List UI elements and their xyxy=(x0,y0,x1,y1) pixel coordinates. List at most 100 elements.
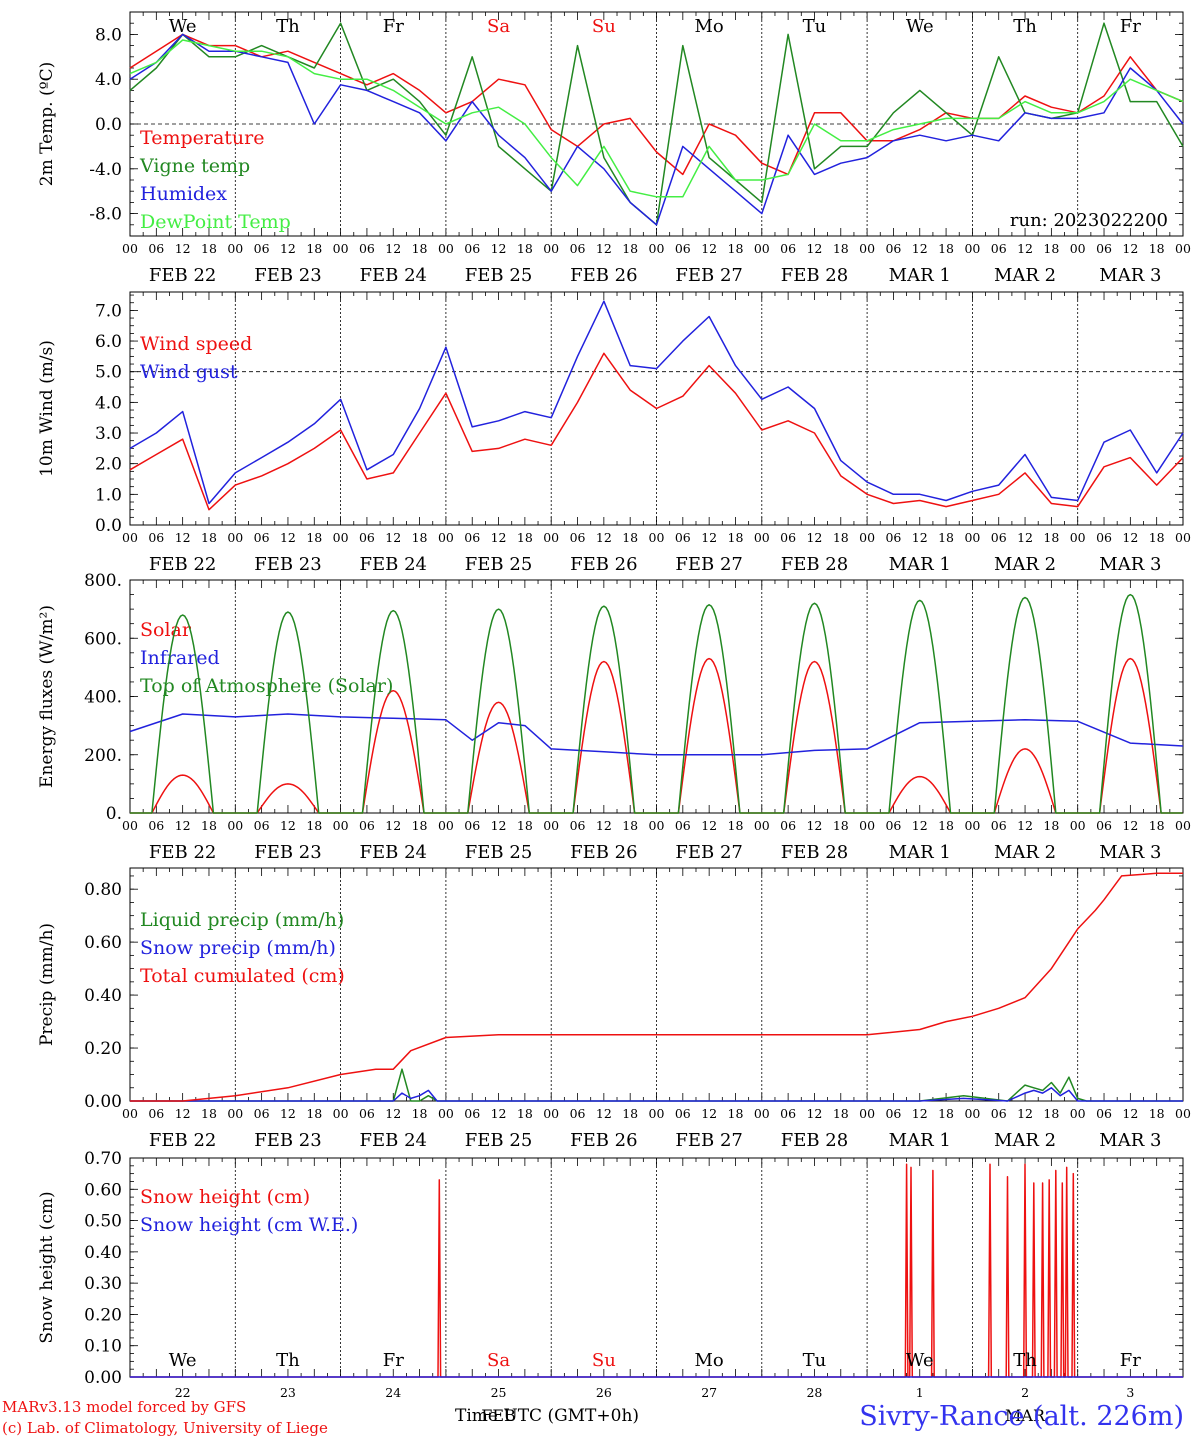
date-label: MAR 3 xyxy=(1099,1130,1161,1151)
date-label: MAR 3 xyxy=(1099,265,1161,286)
x-hour-tick-label: 00 xyxy=(543,1106,559,1121)
x-hour-tick-label: 12 xyxy=(280,241,296,256)
day-name: We xyxy=(169,1350,197,1371)
date-label: MAR 1 xyxy=(889,554,951,575)
date-label: FEB 24 xyxy=(360,554,427,575)
y-tick-label: 0.10 xyxy=(84,1337,122,1357)
x-hour-tick-label: 18 xyxy=(833,1106,849,1121)
x-hour-tick-label: 06 xyxy=(885,818,901,833)
day-name: We xyxy=(906,16,934,37)
y-tick-label: 0. xyxy=(106,804,122,824)
date-label: FEB 23 xyxy=(254,265,321,286)
x-hour-tick-label: 00 xyxy=(754,530,770,545)
x-hour-tick-label: 00 xyxy=(1175,530,1191,545)
date-label: FEB 24 xyxy=(360,1130,427,1151)
x-hour-tick-label: 18 xyxy=(622,530,638,545)
series-line-3-3 xyxy=(130,593,1183,814)
x-hour-tick-label: 00 xyxy=(227,530,243,545)
date-label: FEB 28 xyxy=(781,842,848,863)
x-hour-tick-label: 00 xyxy=(859,818,875,833)
x-hour-tick-label: 18 xyxy=(728,241,744,256)
x-hour-tick-label: 12 xyxy=(385,818,401,833)
x-hour-tick-label: 18 xyxy=(938,241,954,256)
y-tick-label: 0.80 xyxy=(84,880,122,900)
date-label: FEB 26 xyxy=(570,265,637,286)
x-hour-tick-label: 12 xyxy=(1122,818,1138,833)
x-hour-tick-label: 06 xyxy=(148,1106,164,1121)
day-number: 27 xyxy=(701,1385,717,1400)
series-line-4-2 xyxy=(130,1087,1183,1102)
y-tick-label: 0.50 xyxy=(84,1212,122,1232)
x-hour-tick-label: 12 xyxy=(491,530,507,545)
month-label: FEB xyxy=(481,1406,516,1425)
x-hour-tick-label: 00 xyxy=(1175,1106,1191,1121)
day-number: 23 xyxy=(280,1385,296,1400)
x-hour-tick-label: 18 xyxy=(728,818,744,833)
x-hour-tick-label: 00 xyxy=(1070,241,1086,256)
series-line-1-3 xyxy=(129,33,1184,226)
x-hour-tick-label: 12 xyxy=(701,241,717,256)
date-label: FEB 23 xyxy=(254,554,321,575)
y-tick-label: 6.0 xyxy=(95,332,122,352)
y-axis-label: Snow height (cm) xyxy=(37,1191,57,1343)
date-label: FEB 22 xyxy=(149,1130,216,1151)
day-name: Tu xyxy=(803,1350,827,1371)
lab-credit: (c) Lab. of Climatology, University of L… xyxy=(2,1419,328,1437)
series-line-2-1 xyxy=(129,352,1184,511)
x-hour-tick-label: 00 xyxy=(964,818,980,833)
series-line-1-1 xyxy=(129,33,1184,176)
x-hour-tick-label: 06 xyxy=(148,818,164,833)
y-tick-label: 0.40 xyxy=(84,986,122,1006)
x-hour-tick-label: 06 xyxy=(570,241,586,256)
x-hour-tick-label: 12 xyxy=(491,818,507,833)
day-name: Th xyxy=(1013,1350,1037,1371)
y-tick-label: 600. xyxy=(84,629,122,649)
date-label: FEB 27 xyxy=(675,1130,742,1151)
x-hour-tick-label: 18 xyxy=(412,818,428,833)
day-number: 25 xyxy=(491,1385,507,1400)
month-label: MAR xyxy=(1005,1406,1046,1425)
x-hour-tick-label: 00 xyxy=(859,530,875,545)
x-hour-tick-label: 00 xyxy=(333,241,349,256)
x-hour-tick-label: 00 xyxy=(333,1106,349,1121)
date-label: FEB 25 xyxy=(465,1130,532,1151)
date-label: FEB 26 xyxy=(570,842,637,863)
x-hour-tick-label: 06 xyxy=(780,530,796,545)
x-hour-tick-label: 12 xyxy=(912,241,928,256)
x-hour-tick-label: 00 xyxy=(964,1106,980,1121)
x-hour-tick-label: 18 xyxy=(728,530,744,545)
x-hour-tick-label: 00 xyxy=(438,818,454,833)
x-hour-tick-label: 12 xyxy=(1017,818,1033,833)
x-hour-tick-label: 18 xyxy=(201,818,217,833)
x-hour-tick-label: 12 xyxy=(701,818,717,833)
x-hour-tick-label: 06 xyxy=(359,1106,375,1121)
y-tick-label: 0.0 xyxy=(95,516,122,536)
x-hour-tick-label: 06 xyxy=(254,530,270,545)
date-label: FEB 24 xyxy=(360,265,427,286)
x-hour-tick-label: 06 xyxy=(675,530,691,545)
x-hour-tick-label: 12 xyxy=(912,1106,928,1121)
x-hour-tick-label: 18 xyxy=(1043,241,1059,256)
legend-entry: Liquid precip (mm/h) xyxy=(140,909,344,931)
y-tick-label: -8.0 xyxy=(89,205,122,225)
y-axis-label: Precip (mm/h) xyxy=(37,923,57,1046)
day-number: 24 xyxy=(385,1385,401,1400)
day-name: Sa xyxy=(487,1350,510,1371)
legend-entry: Temperature xyxy=(140,127,264,149)
y-tick-label: 1.0 xyxy=(95,485,122,505)
x-hour-tick-label: 06 xyxy=(991,241,1007,256)
x-hour-tick-label: 12 xyxy=(385,241,401,256)
x-hour-tick-label: 18 xyxy=(201,530,217,545)
date-label: FEB 27 xyxy=(675,265,742,286)
x-hour-tick-label: 06 xyxy=(675,1106,691,1121)
date-label: FEB 28 xyxy=(781,554,848,575)
x-hour-tick-label: 12 xyxy=(175,241,191,256)
x-hour-tick-label: 00 xyxy=(649,1106,665,1121)
x-hour-tick-label: 06 xyxy=(885,530,901,545)
y-tick-label: 400. xyxy=(84,688,122,708)
x-hour-tick-label: 18 xyxy=(412,530,428,545)
x-hour-tick-label: 18 xyxy=(201,241,217,256)
date-label: FEB 25 xyxy=(465,554,532,575)
y-tick-label: 8.0 xyxy=(95,25,122,45)
